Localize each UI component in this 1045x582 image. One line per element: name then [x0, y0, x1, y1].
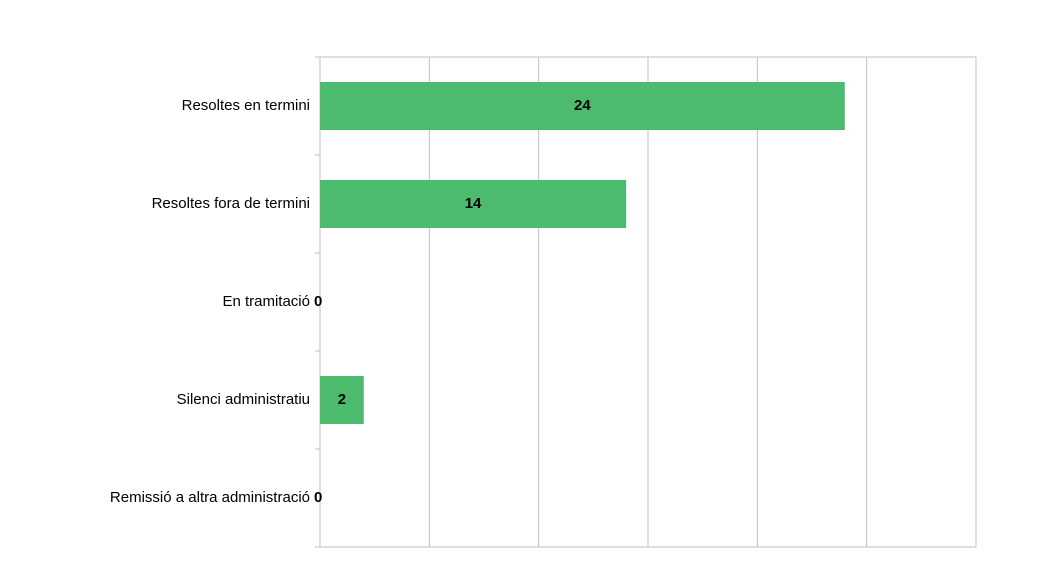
- value-label: 24: [574, 97, 591, 114]
- y-tick-label: En tramitació: [222, 293, 310, 310]
- bar: [320, 82, 845, 130]
- value-label: 2: [338, 391, 346, 408]
- value-label: 0: [314, 489, 322, 506]
- bar: [320, 376, 364, 424]
- y-tick-label: Resoltes fora de termini: [152, 195, 310, 212]
- y-tick-label: Silenci administratiu: [177, 391, 310, 408]
- value-label: 0: [314, 293, 322, 310]
- y-tick-label: Remissió a altra administració: [110, 489, 310, 506]
- y-tick-label: Resoltes en termini: [182, 97, 310, 114]
- value-label: 14: [465, 195, 482, 212]
- bar: [320, 180, 627, 228]
